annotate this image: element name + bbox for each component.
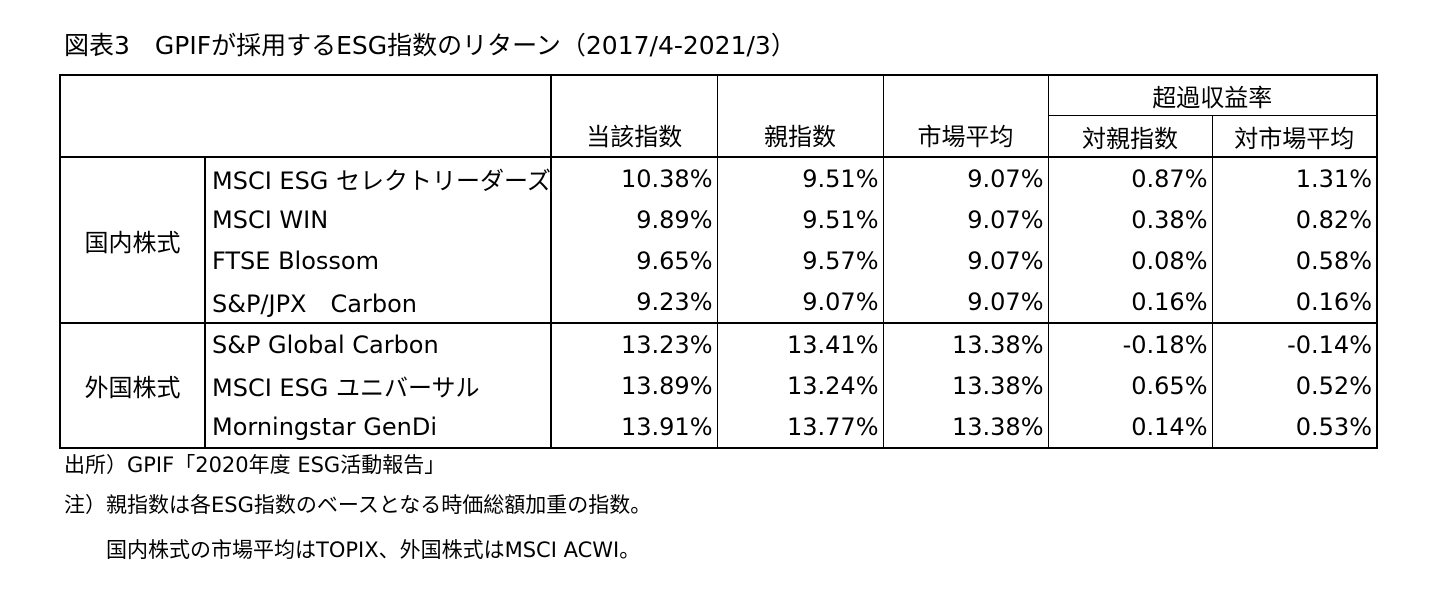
- value-parent: 9.51%: [717, 156, 884, 199]
- table-row: MSCI WIN 9.89% 9.51% 9.07% 0.38% 0.82%: [60, 199, 1378, 240]
- value-vs-market: 0.16%: [1212, 281, 1378, 324]
- value-market: 13.38%: [883, 365, 1049, 406]
- value-market: 9.07%: [883, 281, 1049, 324]
- header-row-top: 当該指数 親指数 市場平均 超過収益率: [59, 74, 1378, 157]
- group-label-foreign: 外国株式: [59, 323, 206, 449]
- col-header-parent: 親指数: [717, 74, 884, 157]
- value-index: 9.23%: [551, 281, 718, 324]
- col-header-excess-return: 超過収益率: [1048, 74, 1378, 116]
- value-vs-market: 0.52%: [1212, 365, 1378, 406]
- value-vs-parent: 0.16%: [1048, 281, 1213, 324]
- value-parent: 13.41%: [717, 323, 884, 365]
- value-index: 13.89%: [551, 365, 718, 406]
- index-name: S&P/JPX Carbon: [205, 281, 552, 324]
- footnote-1: 注）親指数は各ESG指数のベースとなる時価総額加重の指数。: [64, 493, 652, 517]
- value-vs-parent: 0.08%: [1048, 240, 1213, 281]
- value-vs-parent: 0.14%: [1048, 406, 1213, 449]
- index-name: MSCI ESG ユニバーサル: [205, 365, 552, 406]
- value-index: 13.23%: [551, 323, 718, 365]
- index-name: MSCI WIN: [205, 199, 552, 240]
- value-vs-parent: 0.87%: [1048, 156, 1213, 199]
- col-header-market: 市場平均: [883, 74, 1049, 157]
- value-market: 9.07%: [883, 240, 1049, 281]
- value-index: 10.38%: [551, 156, 718, 199]
- col-header-index: 当該指数: [551, 74, 718, 157]
- value-index: 13.91%: [551, 406, 718, 449]
- table-row: S&P/JPX Carbon 9.23% 9.07% 9.07% 0.16% 0…: [60, 281, 1378, 324]
- header-row-bottom: 対親指数 対市場平均: [60, 115, 1378, 157]
- value-market: 9.07%: [883, 156, 1049, 199]
- value-index: 9.89%: [551, 199, 718, 240]
- index-name: FTSE Blossom: [205, 240, 552, 281]
- value-vs-parent: 0.38%: [1048, 199, 1213, 240]
- header-blank-cell: [59, 74, 552, 157]
- value-vs-market: 1.31%: [1212, 156, 1378, 199]
- col-header-vs-parent: 対親指数: [1048, 115, 1213, 157]
- index-name: MSCI ESG セレクトリーダーズ: [205, 156, 552, 199]
- value-vs-market: 0.58%: [1212, 240, 1378, 281]
- source-note: 出所）GPIF「2020年度 ESG活動報告」: [64, 453, 446, 477]
- value-parent: 13.77%: [717, 406, 884, 449]
- table-row: 外国株式 S&P Global Carbon 13.23% 13.41% 13.…: [59, 323, 1378, 449]
- figure-title: 図表3 GPIFが採用するESG指数のリターン（2017/4-2021/3）: [64, 31, 796, 60]
- value-parent: 9.57%: [717, 240, 884, 281]
- value-vs-market: 0.53%: [1212, 406, 1378, 449]
- value-parent: 13.24%: [717, 365, 884, 406]
- value-market: 9.07%: [883, 199, 1049, 240]
- footnote-2: 国内株式の市場平均はTOPIX、外国株式はMSCI ACWI。: [106, 538, 641, 562]
- index-name: S&P Global Carbon: [205, 323, 552, 365]
- value-vs-parent: 0.65%: [1048, 365, 1213, 406]
- table-row: MSCI ESG ユニバーサル 13.89% 13.24% 13.38% 0.6…: [60, 365, 1378, 406]
- table-row: 国内株式 MSCI ESG セレクトリーダーズ 10.38% 9.51% 9.0…: [59, 156, 1378, 324]
- value-vs-market: 0.82%: [1212, 199, 1378, 240]
- value-market: 13.38%: [883, 406, 1049, 449]
- value-index: 9.65%: [551, 240, 718, 281]
- value-vs-parent: -0.18%: [1048, 323, 1213, 365]
- value-parent: 9.51%: [717, 199, 884, 240]
- col-header-vs-market: 対市場平均: [1212, 115, 1378, 157]
- value-vs-market: -0.14%: [1212, 323, 1378, 365]
- table-row: Morningstar GenDi 13.91% 13.77% 13.38% 0…: [60, 406, 1378, 449]
- index-name: Morningstar GenDi: [205, 406, 552, 449]
- esg-return-table: 当該指数 親指数 市場平均 超過収益率 対親指数 対市場平均 国内株式 MSCI…: [59, 74, 1378, 449]
- group-label-domestic: 国内株式: [59, 156, 206, 324]
- value-parent: 9.07%: [717, 281, 884, 324]
- value-market: 13.38%: [883, 323, 1049, 365]
- table-row: FTSE Blossom 9.65% 9.57% 9.07% 0.08% 0.5…: [60, 240, 1378, 281]
